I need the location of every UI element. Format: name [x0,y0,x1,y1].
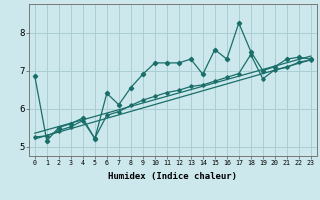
X-axis label: Humidex (Indice chaleur): Humidex (Indice chaleur) [108,172,237,181]
